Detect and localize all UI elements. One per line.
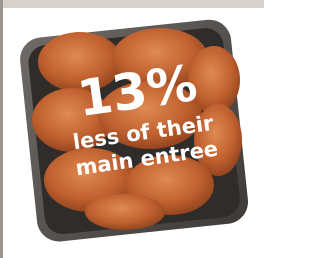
- left-edge: [0, 0, 3, 258]
- top-edge: [0, 0, 264, 8]
- nugget: [85, 194, 165, 230]
- photo: 13% less of their main entree: [0, 0, 264, 258]
